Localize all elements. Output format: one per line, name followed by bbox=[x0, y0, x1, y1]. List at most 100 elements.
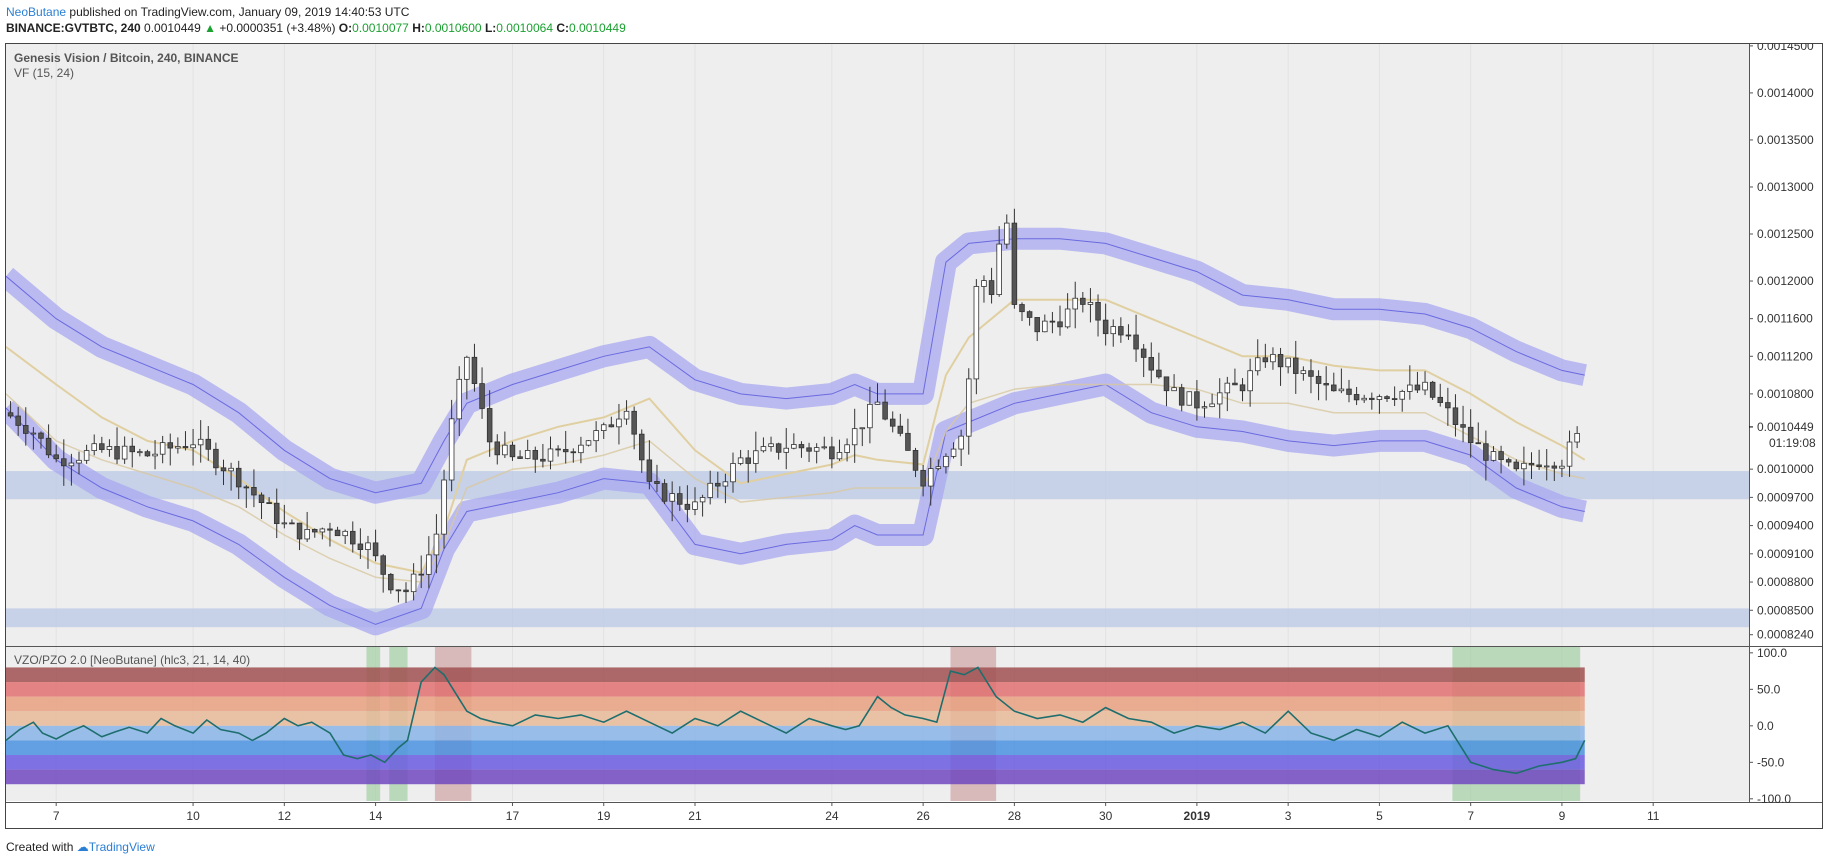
candle-down bbox=[418, 573, 424, 576]
candle-down bbox=[144, 451, 151, 457]
candle-down bbox=[570, 451, 577, 454]
candle-down bbox=[311, 529, 318, 533]
candle-up bbox=[707, 482, 713, 498]
candle-up bbox=[1559, 465, 1565, 469]
osc-tick-label: -50.0 bbox=[1757, 755, 1785, 769]
candle-up bbox=[943, 455, 949, 468]
support-zone bbox=[6, 471, 1749, 500]
candle-up bbox=[996, 243, 1002, 295]
candle-down bbox=[1019, 304, 1025, 313]
candle-up bbox=[859, 427, 866, 430]
candle-up bbox=[137, 451, 143, 454]
low-label: L: bbox=[484, 21, 497, 35]
candle-down bbox=[395, 589, 402, 592]
candle-down bbox=[1445, 402, 1451, 409]
candle-up bbox=[851, 428, 858, 446]
candle-down bbox=[357, 543, 364, 550]
candle-down bbox=[517, 456, 523, 459]
candle-up bbox=[981, 280, 987, 287]
candle-up bbox=[699, 497, 706, 503]
open-label: O: bbox=[338, 21, 353, 35]
candle-down bbox=[235, 467, 242, 488]
current-price-label: 0.0010449 bbox=[1757, 420, 1814, 434]
candle-down bbox=[631, 410, 637, 435]
price-tick-label: 0.0009700 bbox=[1757, 490, 1814, 504]
chart-canvas[interactable]: Genesis Vision / Bitcoin, 240, BINANCEVF… bbox=[6, 44, 1822, 828]
vf-upper-line bbox=[6, 238, 1585, 494]
osc-zone bbox=[6, 696, 1585, 712]
time-tick-label: 14 bbox=[369, 809, 383, 823]
candle-up bbox=[1543, 465, 1550, 468]
price-tick-label: 0.0010800 bbox=[1757, 387, 1814, 401]
candle-up bbox=[874, 401, 881, 405]
candle-up bbox=[197, 438, 204, 446]
candle-down bbox=[806, 447, 812, 452]
candle-up bbox=[433, 533, 440, 556]
candle-down bbox=[289, 522, 295, 525]
chart-frame[interactable]: Genesis Vision / Bitcoin, 240, BINANCE VF… bbox=[5, 43, 1823, 829]
candle-down bbox=[1308, 370, 1314, 377]
candle-down bbox=[654, 481, 660, 484]
candle-down bbox=[1118, 326, 1124, 336]
candle-down bbox=[1194, 391, 1200, 409]
time-tick-label: 10 bbox=[186, 809, 200, 823]
candle-up bbox=[965, 378, 972, 437]
candle-up bbox=[1376, 396, 1383, 400]
author-link[interactable]: NeoButane bbox=[6, 5, 67, 19]
candle-up bbox=[813, 447, 820, 452]
candle-up bbox=[585, 440, 592, 446]
time-tick-label: 5 bbox=[1376, 809, 1383, 823]
candle-down bbox=[129, 445, 135, 453]
footer: Created with ☁TradingView bbox=[6, 839, 155, 855]
candle-up bbox=[1110, 326, 1117, 335]
candle-down bbox=[1232, 382, 1238, 386]
published-text: published on TradingView.com, January 09… bbox=[69, 5, 410, 19]
candle-down bbox=[273, 502, 280, 525]
candle-down bbox=[38, 432, 44, 439]
candle-up bbox=[836, 452, 843, 460]
support-zone bbox=[6, 608, 1749, 628]
candle-down bbox=[540, 458, 546, 462]
candle-down bbox=[334, 529, 341, 537]
price-tick-label: 0.0014000 bbox=[1757, 86, 1814, 100]
candle-down bbox=[45, 437, 52, 456]
candle-up bbox=[121, 445, 128, 460]
time-tick-label: 9 bbox=[1559, 809, 1566, 823]
candle-up bbox=[791, 444, 797, 449]
candle-down bbox=[1293, 357, 1299, 374]
candle-down bbox=[889, 418, 896, 427]
candle-down bbox=[99, 443, 105, 450]
candle-up bbox=[821, 446, 828, 449]
candle-down bbox=[486, 408, 493, 443]
candle-down bbox=[829, 446, 835, 460]
candle-down bbox=[1528, 462, 1535, 466]
candle-up bbox=[867, 403, 873, 429]
candle-up bbox=[1254, 357, 1261, 372]
candle-up bbox=[578, 444, 584, 454]
candle-up bbox=[175, 446, 181, 449]
vf-indicator-label: VF (15, 24) bbox=[14, 66, 74, 80]
osc-zone bbox=[6, 769, 1585, 785]
candle-down bbox=[1034, 317, 1040, 333]
candle-down bbox=[15, 415, 21, 426]
osc-tick-label: 100.0 bbox=[1757, 646, 1787, 660]
high-value: 0.0010600 bbox=[424, 21, 482, 35]
candle-up bbox=[1186, 391, 1193, 406]
candle-up bbox=[464, 356, 470, 380]
candle-up bbox=[1422, 381, 1428, 391]
candle-down bbox=[1049, 320, 1056, 323]
candle-down bbox=[61, 458, 67, 467]
price-tick-label: 0.0010000 bbox=[1757, 462, 1814, 476]
candle-down bbox=[882, 401, 888, 420]
price-tick-label: 0.0008240 bbox=[1757, 628, 1814, 642]
tradingview-brand-link[interactable]: TradingView bbox=[88, 840, 155, 854]
close-label: C: bbox=[556, 21, 570, 35]
tradingview-cloud-icon: ☁ bbox=[76, 840, 89, 854]
candle-down bbox=[114, 446, 120, 460]
candle-up bbox=[1270, 353, 1276, 363]
oscillator-title: VZO/PZO 2.0 [NeoButane] (hlc3, 21, 14, 4… bbox=[14, 653, 250, 667]
time-tick-label: 17 bbox=[506, 809, 520, 823]
candle-up bbox=[426, 554, 432, 575]
candle-down bbox=[1133, 334, 1139, 350]
symbol-label: BINANCE:GVTBTC, 240 bbox=[6, 21, 141, 35]
